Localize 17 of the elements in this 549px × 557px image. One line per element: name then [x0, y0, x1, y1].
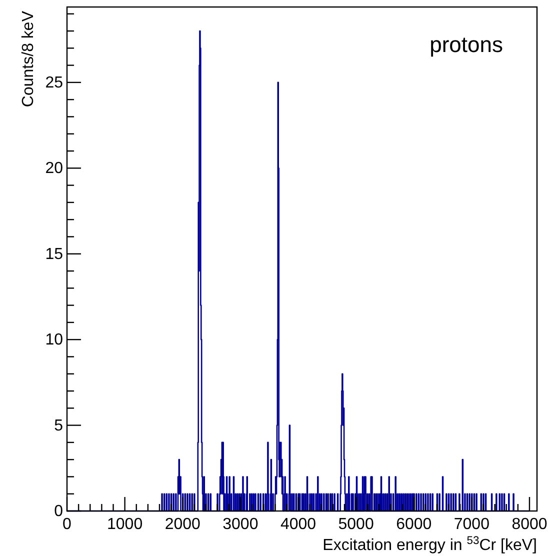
y-tick-label: 0	[54, 503, 64, 520]
x-tick-label: 6000	[396, 516, 432, 533]
y-tick-label: 20	[45, 160, 64, 178]
y-axis-title: Counts/8 keV	[20, 10, 37, 108]
x-tick-label: 3000	[222, 516, 258, 533]
x-tick-label: 7000	[454, 516, 490, 533]
x-tick-label: 2000	[164, 516, 201, 533]
annotation: protons	[430, 32, 503, 57]
x-tick-label: 5000	[338, 516, 374, 533]
y-tick-label: 25	[45, 74, 64, 92]
x-tick-label: 8000	[512, 516, 548, 533]
y-tick-label: 15	[45, 246, 64, 263]
x-tick-label: 1000	[107, 516, 143, 533]
x-tick-label: 4000	[280, 516, 316, 533]
y-tick-label: 10	[45, 332, 64, 349]
y-tick-label: 5	[54, 417, 64, 434]
x-axis-title: Excitation energy in $^{53}$Cr [keV]	[322, 535, 537, 554]
